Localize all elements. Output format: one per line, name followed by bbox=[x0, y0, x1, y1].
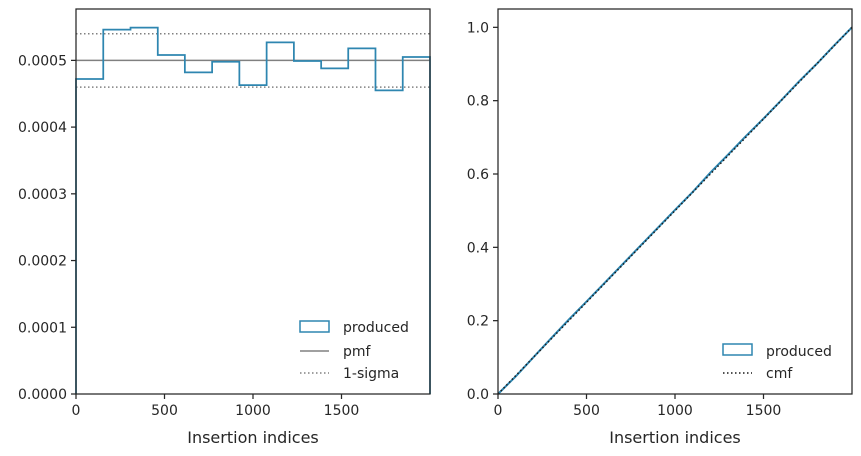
left-x-ticks: 0 500 1000 1500 bbox=[72, 394, 360, 419]
left-legend: produced pmf 1-sigma bbox=[299, 320, 409, 382]
left-series bbox=[75, 26, 431, 394]
right-legend: produced cmf bbox=[722, 343, 832, 382]
left-panel-histogram: 0 500 1000 1500 0.00000.00010.00020.00030.0… bbox=[18, 8, 431, 447]
legend-cmf-label: cmf bbox=[766, 366, 793, 382]
left-x-axis-label: Insertion indices bbox=[187, 428, 319, 447]
legend-sigma-label: 1-sigma bbox=[343, 366, 399, 382]
produced-step-histogram bbox=[75, 26, 431, 394]
right-plot-area bbox=[498, 9, 852, 394]
legend-produced-label: produced bbox=[343, 320, 409, 336]
x-tick-label: 1000 bbox=[235, 403, 271, 419]
x-tick-label: 0 bbox=[494, 403, 503, 419]
cmf-line bbox=[497, 26, 853, 395]
y-tick-label: 0.6 bbox=[467, 167, 489, 183]
x-tick-label: 1500 bbox=[746, 403, 782, 419]
x-tick-label: 1500 bbox=[324, 403, 360, 419]
y-tick-label: 0.2 bbox=[467, 314, 489, 330]
y-tick-label: 0.0 bbox=[467, 387, 489, 403]
right-x-ticks: 0 500 1000 1500 bbox=[494, 394, 782, 419]
x-tick-label: 1000 bbox=[657, 403, 693, 419]
y-tick-label: 0.0005 bbox=[18, 53, 67, 69]
x-tick-label: 500 bbox=[573, 403, 600, 419]
right-x-axis-label: Insertion indices bbox=[609, 428, 741, 447]
y-tick-label: 0.0004 bbox=[18, 120, 67, 136]
legend-produced-swatch bbox=[299, 320, 330, 333]
right-series bbox=[497, 26, 853, 395]
y-tick-label: 0.0002 bbox=[18, 254, 67, 270]
left-reference-lines bbox=[76, 32, 430, 88]
legend-produced-label: produced bbox=[766, 344, 832, 360]
y-tick-label: 0.0001 bbox=[18, 320, 67, 336]
y-tick-label: 0.0003 bbox=[18, 187, 67, 203]
right-panel-cumulative: 0 500 1000 1500 0.0 0.2 0.4 0.6 0.8 1.0 Insertio… bbox=[467, 8, 853, 447]
x-tick-label: 500 bbox=[151, 403, 178, 419]
legend-produced-swatch bbox=[722, 343, 753, 356]
x-tick-label: 0 bbox=[72, 403, 81, 419]
y-tick-label: 0.8 bbox=[467, 94, 489, 110]
y-tick-label: 0.4 bbox=[467, 240, 489, 256]
left-plot-area bbox=[76, 9, 430, 394]
legend-pmf-label: pmf bbox=[343, 344, 372, 360]
left-y-ticks: 0.0000 0.0001 0.0002 0.0003 0.0004 0.0005 bbox=[18, 53, 76, 403]
right-y-ticks: 0.0 0.2 0.4 0.6 0.8 1.0 bbox=[467, 20, 498, 403]
y-tick-label: 1.0 bbox=[467, 20, 489, 36]
y-tick-label: 0.0000 bbox=[18, 387, 67, 403]
